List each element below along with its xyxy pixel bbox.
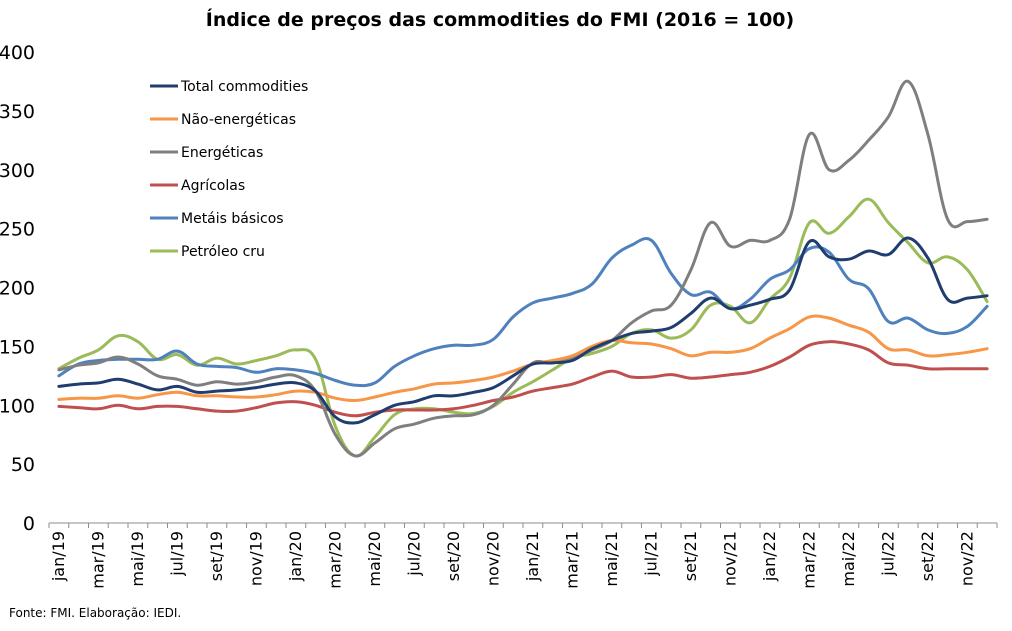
x-tick-label: jan/21 <box>523 531 542 582</box>
legend-label: Metáis básicos <box>181 211 284 227</box>
x-tick-label: nov/21 <box>720 531 739 586</box>
series-lines <box>57 79 989 458</box>
x-tick-label: jan/19 <box>49 531 68 582</box>
legend-label: Energéticas <box>181 145 263 161</box>
legend: Total commodities Não-energéticas Energéti… <box>150 79 308 260</box>
x-tick-label: set/20 <box>444 531 463 581</box>
x-tick-label: jul/21 <box>641 531 660 577</box>
legend-label: Total commodities <box>180 79 308 95</box>
x-tick-label: set/19 <box>207 531 226 581</box>
y-tick-label: 300 <box>0 160 35 182</box>
y-tick-label: 350 <box>0 101 35 123</box>
x-tick-label: mar/19 <box>88 531 107 589</box>
legend-label: Agrícolas <box>181 178 245 194</box>
series-line-4 <box>57 237 989 388</box>
x-tick-label: set/22 <box>918 531 937 581</box>
y-axis: 0 50 100 150 200 250 300 350 400 <box>0 42 35 535</box>
x-tick-label: jul/19 <box>167 531 186 577</box>
y-tick-label: 100 <box>0 395 35 417</box>
series-line-3 <box>57 340 989 418</box>
x-tick-label: mar/21 <box>562 531 581 589</box>
x-axis: jan/19 mar/19 mai/19 jul/19 set/19 nov/19 jan/… <box>48 522 998 589</box>
series-line-2 <box>57 79 989 458</box>
series-line-5 <box>57 197 989 458</box>
legend-label: Não-energéticas <box>181 112 296 128</box>
x-tick-label: mar/22 <box>799 531 818 589</box>
x-tick-label: jul/22 <box>878 531 897 577</box>
x-tick-label: mar/20 <box>325 531 344 589</box>
x-tick-label: nov/20 <box>483 531 502 586</box>
y-tick-label: 400 <box>0 42 35 64</box>
x-tick-label: set/21 <box>681 531 700 581</box>
y-tick-label: 50 <box>11 454 35 476</box>
chart-title: Índice de preços das commodities do FMI … <box>206 8 794 31</box>
series-line-0 <box>57 236 989 425</box>
y-tick-label: 250 <box>0 219 35 241</box>
x-tick-label: jan/22 <box>760 531 779 582</box>
x-tick-label: mai/20 <box>365 531 384 587</box>
x-tick-label: nov/22 <box>957 531 976 586</box>
x-tick-label: jan/20 <box>286 531 305 582</box>
x-tick-label: mai/22 <box>839 531 858 587</box>
y-tick-label: 150 <box>0 336 35 358</box>
series-line-1 <box>57 314 989 403</box>
legend-label: Petróleo cru <box>181 244 265 260</box>
y-tick-label: 0 <box>23 513 35 535</box>
x-tick-label: nov/19 <box>246 531 265 586</box>
x-tick-label: mai/21 <box>602 531 621 587</box>
x-tick-label: jul/20 <box>404 531 423 577</box>
source-note: Fonte: FMI. Elaboração: IEDI. <box>9 606 181 620</box>
x-tick-label: mai/19 <box>128 531 147 587</box>
y-tick-label: 200 <box>0 278 35 300</box>
